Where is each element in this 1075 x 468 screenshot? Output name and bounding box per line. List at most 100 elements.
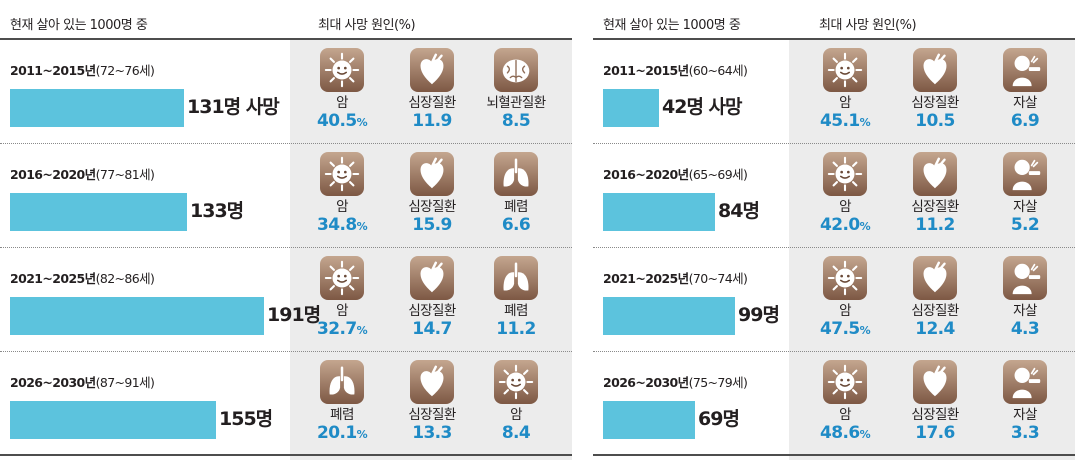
lungs-icon bbox=[494, 152, 538, 196]
age-range: (82~86세) bbox=[95, 271, 155, 286]
cause-percent-value: 5.2 bbox=[1010, 215, 1040, 235]
cause-percent-value: 11.2 bbox=[915, 215, 955, 235]
death-count-bar bbox=[603, 89, 659, 127]
cancer-icon bbox=[320, 48, 364, 92]
cause-percent-value: 10.5 bbox=[915, 111, 955, 131]
age-range: (72~76세) bbox=[95, 63, 155, 78]
cause-name: 자살 bbox=[1013, 95, 1037, 111]
period-years: 2026~2030년 bbox=[10, 375, 96, 390]
row-divider bbox=[593, 247, 1075, 248]
cause-name: 심장질환 bbox=[408, 199, 456, 215]
cause-cell: 자살 4.3 bbox=[980, 256, 1070, 340]
cause-name: 심장질환 bbox=[408, 95, 456, 111]
cause-cell: 자살 5.2 bbox=[980, 152, 1070, 236]
cause-percent: 15.9 bbox=[387, 215, 477, 236]
death-count-bar bbox=[603, 401, 695, 439]
cause-cell: 암 48.6% bbox=[800, 360, 890, 445]
period-years: 2011~2015년 bbox=[603, 63, 689, 78]
suicide-icon bbox=[1003, 152, 1047, 196]
cancer-icon bbox=[494, 360, 538, 404]
cause-percent: 13.3 bbox=[387, 423, 477, 444]
cause-name: 암 bbox=[510, 407, 522, 423]
cause-cell: 암 40.5% bbox=[297, 48, 387, 133]
chart-panel-right: 현재 살아 있는 1000명 중 최대 사망 원인(%) 2011~2015년(60… bbox=[593, 0, 1075, 468]
cause-percent: 5.2 bbox=[980, 215, 1070, 236]
period-label: 2026~2030년(87~91세) bbox=[10, 372, 155, 391]
cause-percent: 12.4 bbox=[890, 319, 980, 340]
heart-icon bbox=[410, 48, 454, 92]
period-label: 2026~2030년(75~79세) bbox=[603, 372, 748, 391]
cancer-icon bbox=[823, 360, 867, 404]
cause-cell: 심장질환 17.6 bbox=[890, 360, 980, 444]
death-count-label: 69명 bbox=[698, 408, 740, 430]
cause-percent: 47.5% bbox=[800, 319, 890, 341]
table-row: 2026~2030년(87~91세) 155명 폐렴 20.1% 심장질환 13.3 암 8.… bbox=[0, 352, 572, 456]
cause-percent-value: 48.6 bbox=[820, 423, 860, 443]
cause-percent: 32.7% bbox=[297, 319, 387, 341]
header-rule bbox=[593, 38, 1075, 40]
cause-percent: 4.3 bbox=[980, 319, 1070, 340]
death-count-bar bbox=[10, 89, 184, 127]
row-divider bbox=[593, 143, 1075, 144]
cause-percent: 10.5 bbox=[890, 111, 980, 132]
cause-percent: 11.2 bbox=[890, 215, 980, 236]
cause-percent-value: 42.0 bbox=[820, 215, 860, 235]
cause-percent-value: 8.4 bbox=[501, 423, 531, 443]
cause-percent-value: 3.3 bbox=[1010, 423, 1040, 443]
cause-name: 심장질환 bbox=[911, 303, 959, 319]
cause-percent: 48.6% bbox=[800, 423, 890, 445]
cause-percent-value: 17.6 bbox=[915, 423, 955, 443]
row-divider bbox=[0, 454, 572, 456]
cause-percent: 40.5% bbox=[297, 111, 387, 133]
heart-icon bbox=[913, 48, 957, 92]
cause-name: 폐렴 bbox=[504, 199, 528, 215]
cause-percent: 42.0% bbox=[800, 215, 890, 237]
percent-unit: % bbox=[356, 220, 368, 233]
heart-icon bbox=[913, 256, 957, 300]
age-range: (77~81세) bbox=[95, 167, 155, 182]
table-row: 2021~2025년(82~86세) 191명 암 32.7% 심장질환 14.7 폐렴 11… bbox=[0, 248, 572, 352]
cause-name: 암 bbox=[839, 199, 851, 215]
cause-name: 암 bbox=[839, 303, 851, 319]
death-count-label: 42명 사망 bbox=[662, 96, 742, 118]
cause-cell: 자살 6.9 bbox=[980, 48, 1070, 132]
cause-percent: 6.6 bbox=[471, 215, 561, 236]
percent-unit: % bbox=[859, 220, 871, 233]
cause-percent-value: 32.7 bbox=[317, 319, 357, 339]
cause-name: 암 bbox=[336, 199, 348, 215]
row-divider bbox=[593, 454, 1075, 456]
cause-name: 뇌혈관질환 bbox=[486, 95, 546, 111]
period-label: 2021~2025년(70~74세) bbox=[603, 268, 748, 287]
table-row: 2021~2025년(70~74세) 99명 암 47.5% 심장질환 12.4 자살 4.3 bbox=[593, 248, 1075, 352]
cause-percent-value: 12.4 bbox=[915, 319, 955, 339]
cause-percent: 8.5 bbox=[471, 111, 561, 132]
cause-name: 자살 bbox=[1013, 303, 1037, 319]
brain-icon bbox=[494, 48, 538, 92]
table-row: 2016~2020년(65~69세) 84명 암 42.0% 심장질환 11.2 자살 5.2 bbox=[593, 144, 1075, 248]
cause-name: 폐렴 bbox=[330, 407, 354, 423]
cause-percent-value: 20.1 bbox=[317, 423, 357, 443]
cause-name: 암 bbox=[336, 95, 348, 111]
cause-percent: 14.7 bbox=[387, 319, 477, 340]
cause-cell: 심장질환 14.7 bbox=[387, 256, 477, 340]
heart-icon bbox=[913, 360, 957, 404]
cause-percent-value: 40.5 bbox=[317, 111, 357, 131]
cause-percent-value: 13.3 bbox=[412, 423, 452, 443]
cause-percent-value: 34.8 bbox=[317, 215, 357, 235]
death-count-bar bbox=[10, 401, 216, 439]
cause-cell: 심장질환 13.3 bbox=[387, 360, 477, 444]
cause-percent-value: 6.9 bbox=[1010, 111, 1040, 131]
heart-icon bbox=[410, 152, 454, 196]
period-label: 2021~2025년(82~86세) bbox=[10, 268, 155, 287]
cause-cell: 암 34.8% bbox=[297, 152, 387, 237]
cause-name: 심장질환 bbox=[408, 407, 456, 423]
cause-percent: 17.6 bbox=[890, 423, 980, 444]
cancer-icon bbox=[320, 256, 364, 300]
cause-cell: 폐렴 20.1% bbox=[297, 360, 387, 445]
cause-name: 자살 bbox=[1013, 407, 1037, 423]
age-range: (60~64세) bbox=[688, 63, 748, 78]
period-label: 2016~2020년(65~69세) bbox=[603, 164, 748, 183]
cause-percent-value: 4.3 bbox=[1010, 319, 1040, 339]
cause-name: 심장질환 bbox=[911, 199, 959, 215]
table-row: 2011~2015년(72~76세) 131명 사망 암 40.5% 심장질환 11.9 뇌… bbox=[0, 40, 572, 144]
